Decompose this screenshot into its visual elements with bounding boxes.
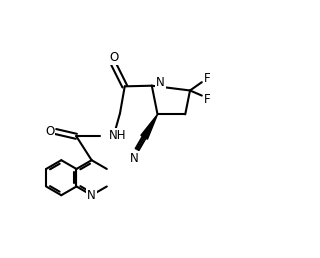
- Text: N: N: [130, 152, 139, 165]
- Polygon shape: [141, 114, 157, 139]
- Text: N: N: [87, 189, 96, 202]
- Text: F: F: [204, 72, 211, 85]
- Text: F: F: [204, 93, 211, 106]
- Text: NH: NH: [109, 129, 127, 142]
- Text: O: O: [110, 51, 119, 64]
- Text: N: N: [156, 76, 165, 89]
- Text: O: O: [45, 125, 54, 138]
